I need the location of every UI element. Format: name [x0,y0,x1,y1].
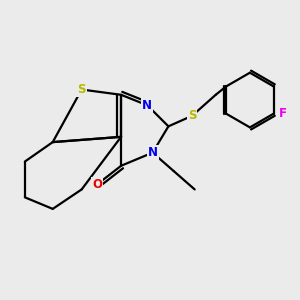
Text: F: F [279,107,287,120]
Text: O: O [92,178,102,191]
Text: N: N [142,99,152,112]
Text: S: S [188,109,196,122]
Text: N: N [148,146,158,159]
Text: S: S [77,83,86,96]
